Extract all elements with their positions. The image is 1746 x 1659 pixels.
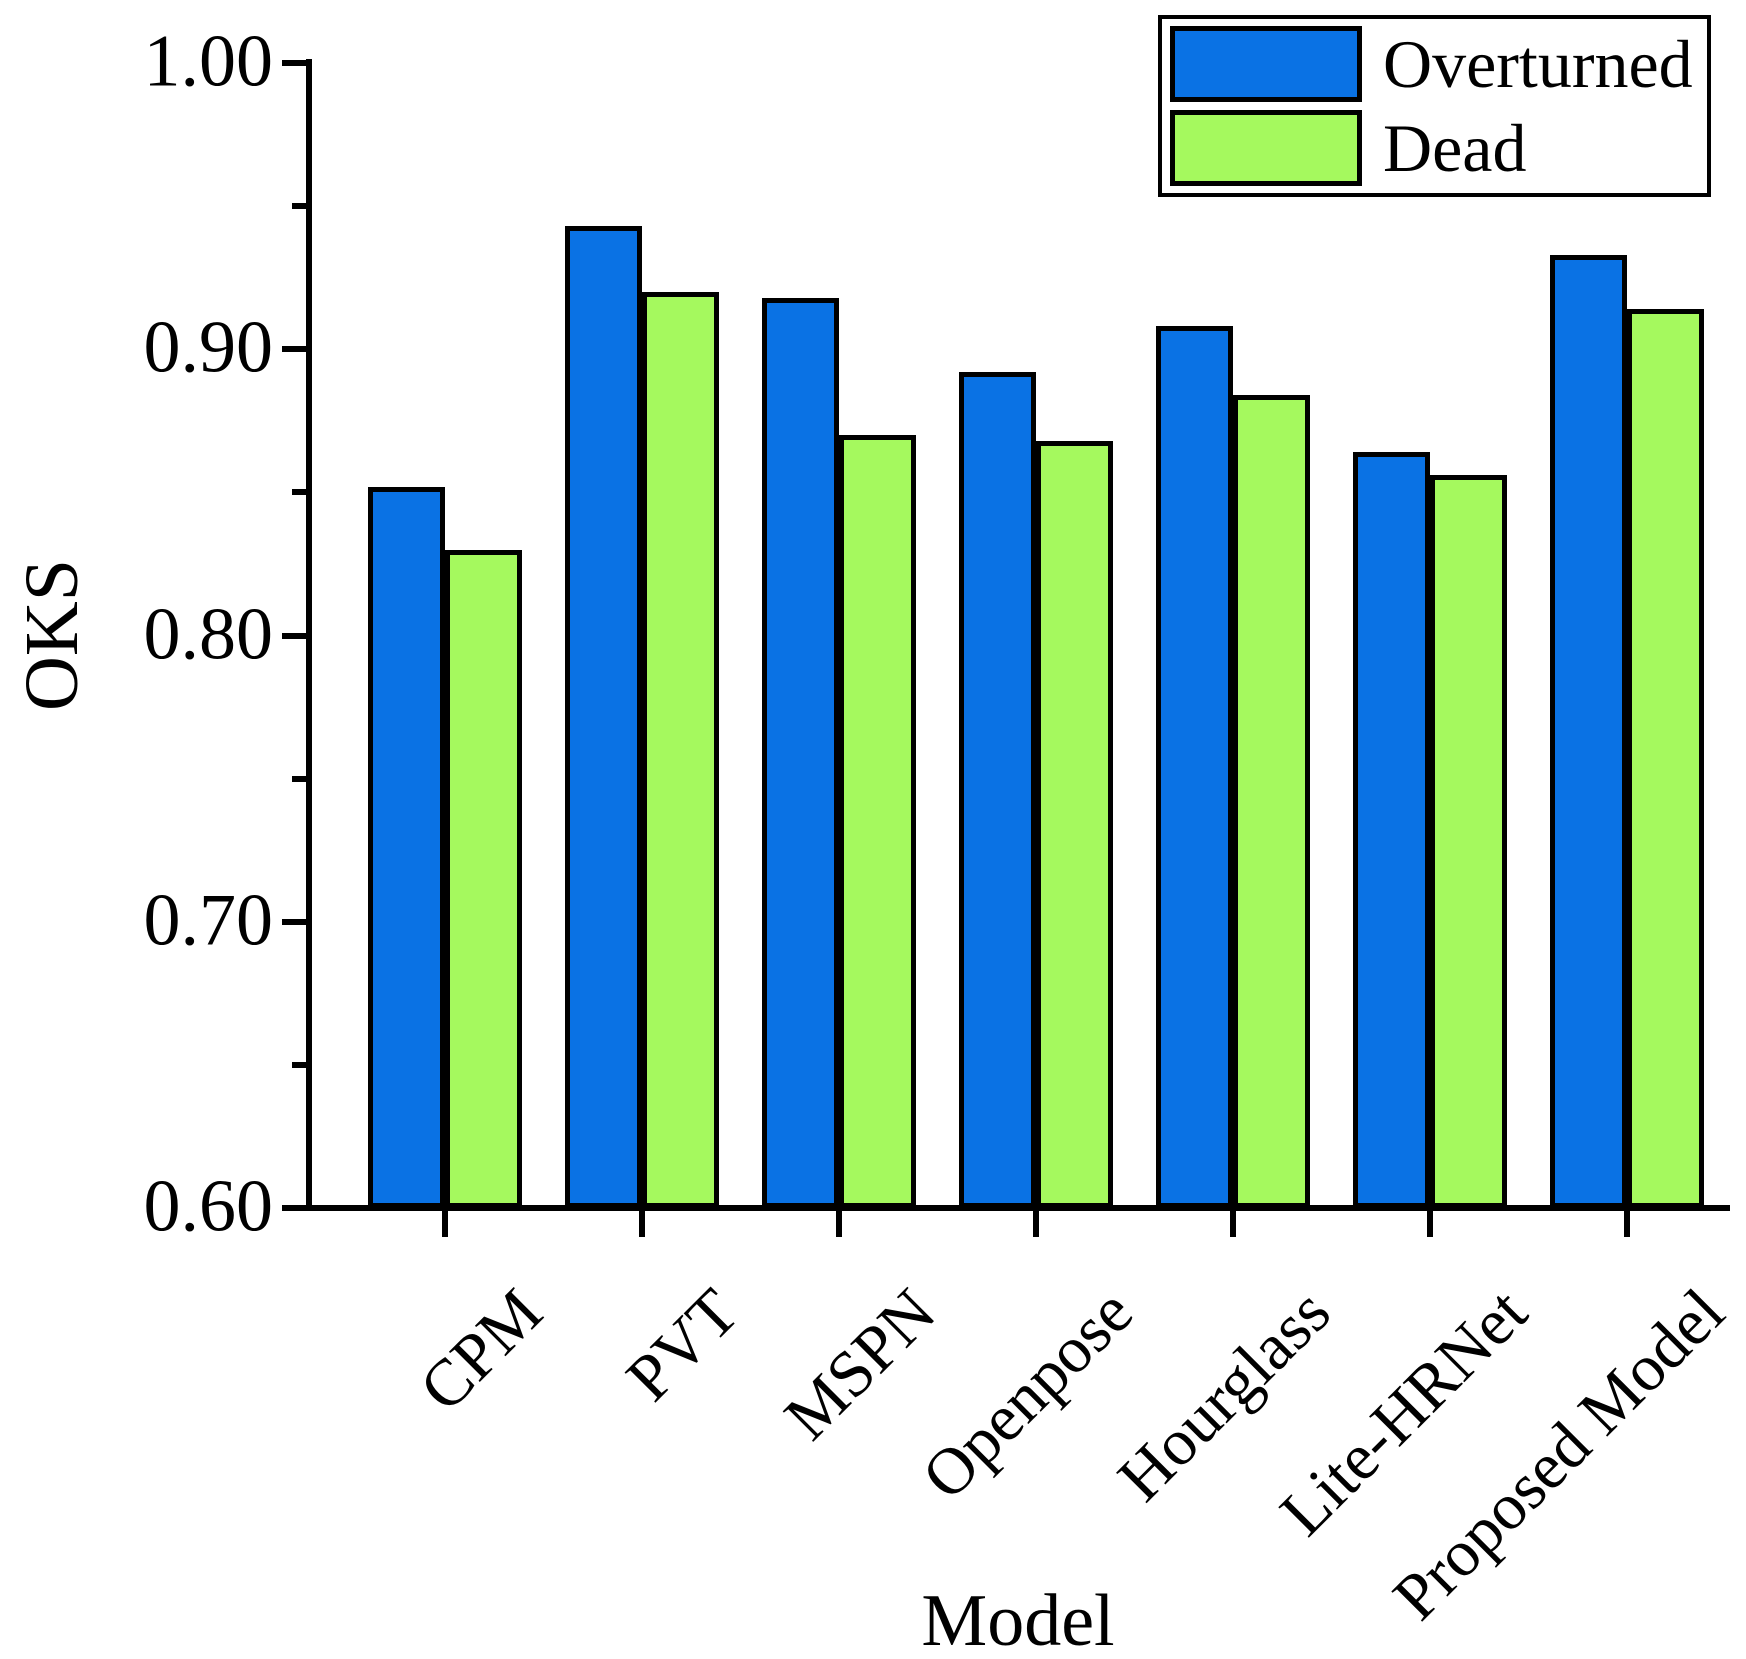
y-major-tick-0-70 <box>282 918 306 925</box>
plot-area <box>282 59 1730 1237</box>
y-tick-label-0-70: 0.70 <box>143 879 274 962</box>
x-axis-title: Model <box>921 1580 1115 1659</box>
y-tick-label-0-90: 0.90 <box>143 306 274 389</box>
x-tick-cpm <box>442 1211 448 1237</box>
x-tick-label-openpose: Openpose <box>908 1275 1147 1514</box>
y-major-tick-1-00 <box>282 60 306 66</box>
y-major-tick-0-80 <box>282 632 306 639</box>
legend-label-overturned: Overturned <box>1383 26 1693 103</box>
y-minor-tick-0-65 <box>292 1061 306 1068</box>
x-tick-hourglass <box>1230 1211 1236 1237</box>
y-minor-tick-0-95 <box>292 203 306 210</box>
y-axis-line <box>306 59 312 1211</box>
y-minor-tick-0-75 <box>292 775 306 782</box>
x-axis-line <box>306 1205 1730 1211</box>
bar-dead-mspn <box>839 435 916 1208</box>
bar-overturned-openpose <box>959 372 1036 1208</box>
bar-dead-cpm <box>445 550 522 1208</box>
y-minor-tick-0-85 <box>292 489 306 496</box>
x-tick-label-mspn: MSPN <box>771 1275 950 1454</box>
bar-overturned-proposed-model <box>1550 255 1627 1208</box>
legend-swatch-dead <box>1170 109 1362 186</box>
bar-overturned-pvt <box>565 226 642 1208</box>
legend-item-dead: Dead <box>1170 109 1707 186</box>
bar-dead-proposed-model <box>1627 309 1704 1208</box>
bar-overturned-cpm <box>368 487 445 1208</box>
bar-dead-pvt <box>642 292 719 1208</box>
bar-overturned-hourglass <box>1156 326 1233 1208</box>
bar-dead-lite-hrnet <box>1430 475 1507 1208</box>
y-major-tick-0-60 <box>282 1205 306 1211</box>
y-axis-title: OKS <box>10 558 94 712</box>
y-tick-label-0-80: 0.80 <box>143 593 274 676</box>
x-tick-label-cpm: CPM <box>405 1275 556 1426</box>
bar-overturned-mspn <box>762 298 839 1208</box>
y-major-tick-0-90 <box>282 346 306 353</box>
x-tick-label-pvt: PVT <box>613 1275 753 1415</box>
x-tick-pvt <box>639 1211 645 1237</box>
bar-overturned-lite-hrnet <box>1353 452 1430 1208</box>
x-tick-lite-hrnet <box>1427 1211 1433 1237</box>
x-tick-mspn <box>836 1211 842 1237</box>
legend-label-dead: Dead <box>1383 109 1527 186</box>
bar-dead-openpose <box>1036 441 1113 1208</box>
legend-item-overturned: Overturned <box>1170 26 1707 103</box>
legend: Overturned Dead <box>1158 15 1711 197</box>
y-tick-label-1-00: 1.00 <box>143 20 274 103</box>
legend-items: Overturned Dead <box>1170 19 1707 193</box>
y-tick-label-0-60: 0.60 <box>143 1165 274 1248</box>
bar-dead-hourglass <box>1233 395 1310 1208</box>
legend-swatch-overturned <box>1170 26 1362 103</box>
x-tick-openpose <box>1033 1211 1039 1237</box>
x-tick-proposed-model <box>1624 1211 1630 1237</box>
